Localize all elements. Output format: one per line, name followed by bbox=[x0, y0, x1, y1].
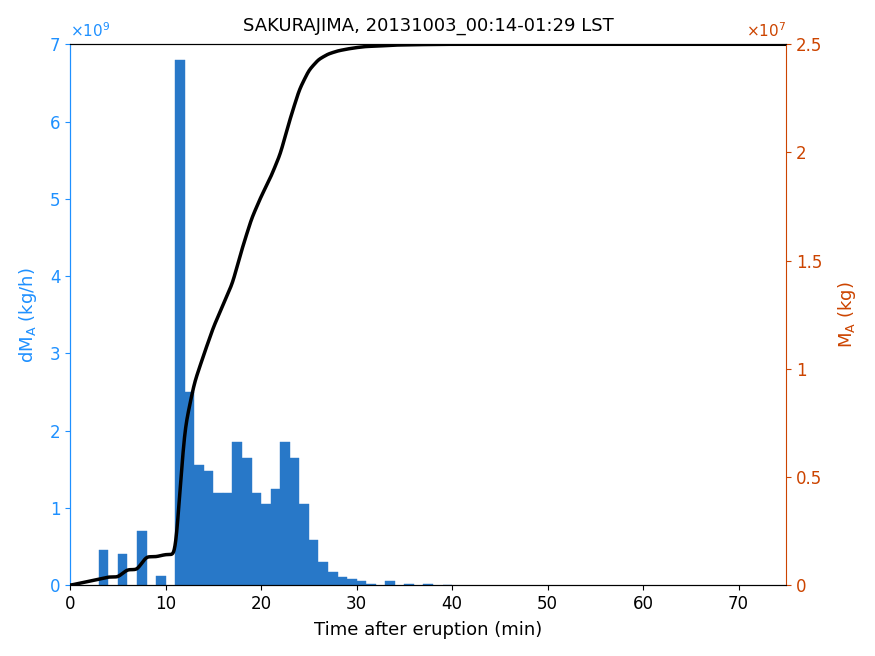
Bar bbox=[261, 504, 270, 585]
Bar bbox=[366, 584, 375, 585]
Text: $\times10^9$: $\times10^9$ bbox=[70, 21, 110, 40]
Bar bbox=[404, 584, 414, 585]
Bar bbox=[338, 577, 347, 585]
Bar bbox=[214, 493, 223, 585]
Bar bbox=[385, 581, 395, 585]
Bar bbox=[242, 458, 252, 585]
Bar bbox=[118, 554, 128, 585]
Bar bbox=[280, 442, 290, 585]
Bar bbox=[309, 541, 318, 585]
Title: SAKURAJIMA, 20131003_00:14-01:29 LST: SAKURAJIMA, 20131003_00:14-01:29 LST bbox=[243, 16, 613, 35]
Bar bbox=[299, 504, 309, 585]
Bar bbox=[270, 489, 280, 585]
Bar bbox=[328, 572, 338, 585]
Bar bbox=[318, 562, 328, 585]
Bar bbox=[223, 493, 233, 585]
Bar bbox=[252, 493, 261, 585]
Bar bbox=[156, 576, 165, 585]
Bar bbox=[99, 550, 108, 585]
Y-axis label: $\mathrm{dM_A}$ (kg/h): $\mathrm{dM_A}$ (kg/h) bbox=[17, 267, 38, 363]
Bar bbox=[424, 584, 433, 585]
Bar bbox=[185, 392, 194, 585]
Y-axis label: $\mathrm{M_A}$ (kg): $\mathrm{M_A}$ (kg) bbox=[836, 281, 858, 348]
Bar bbox=[175, 60, 185, 585]
Bar bbox=[194, 466, 204, 585]
Bar bbox=[233, 442, 242, 585]
X-axis label: Time after eruption (min): Time after eruption (min) bbox=[314, 621, 542, 640]
Text: $\times10^7$: $\times10^7$ bbox=[746, 21, 787, 40]
Bar bbox=[204, 471, 213, 585]
Bar bbox=[347, 579, 357, 585]
Bar bbox=[137, 531, 146, 585]
Bar bbox=[290, 458, 299, 585]
Bar bbox=[357, 581, 366, 585]
